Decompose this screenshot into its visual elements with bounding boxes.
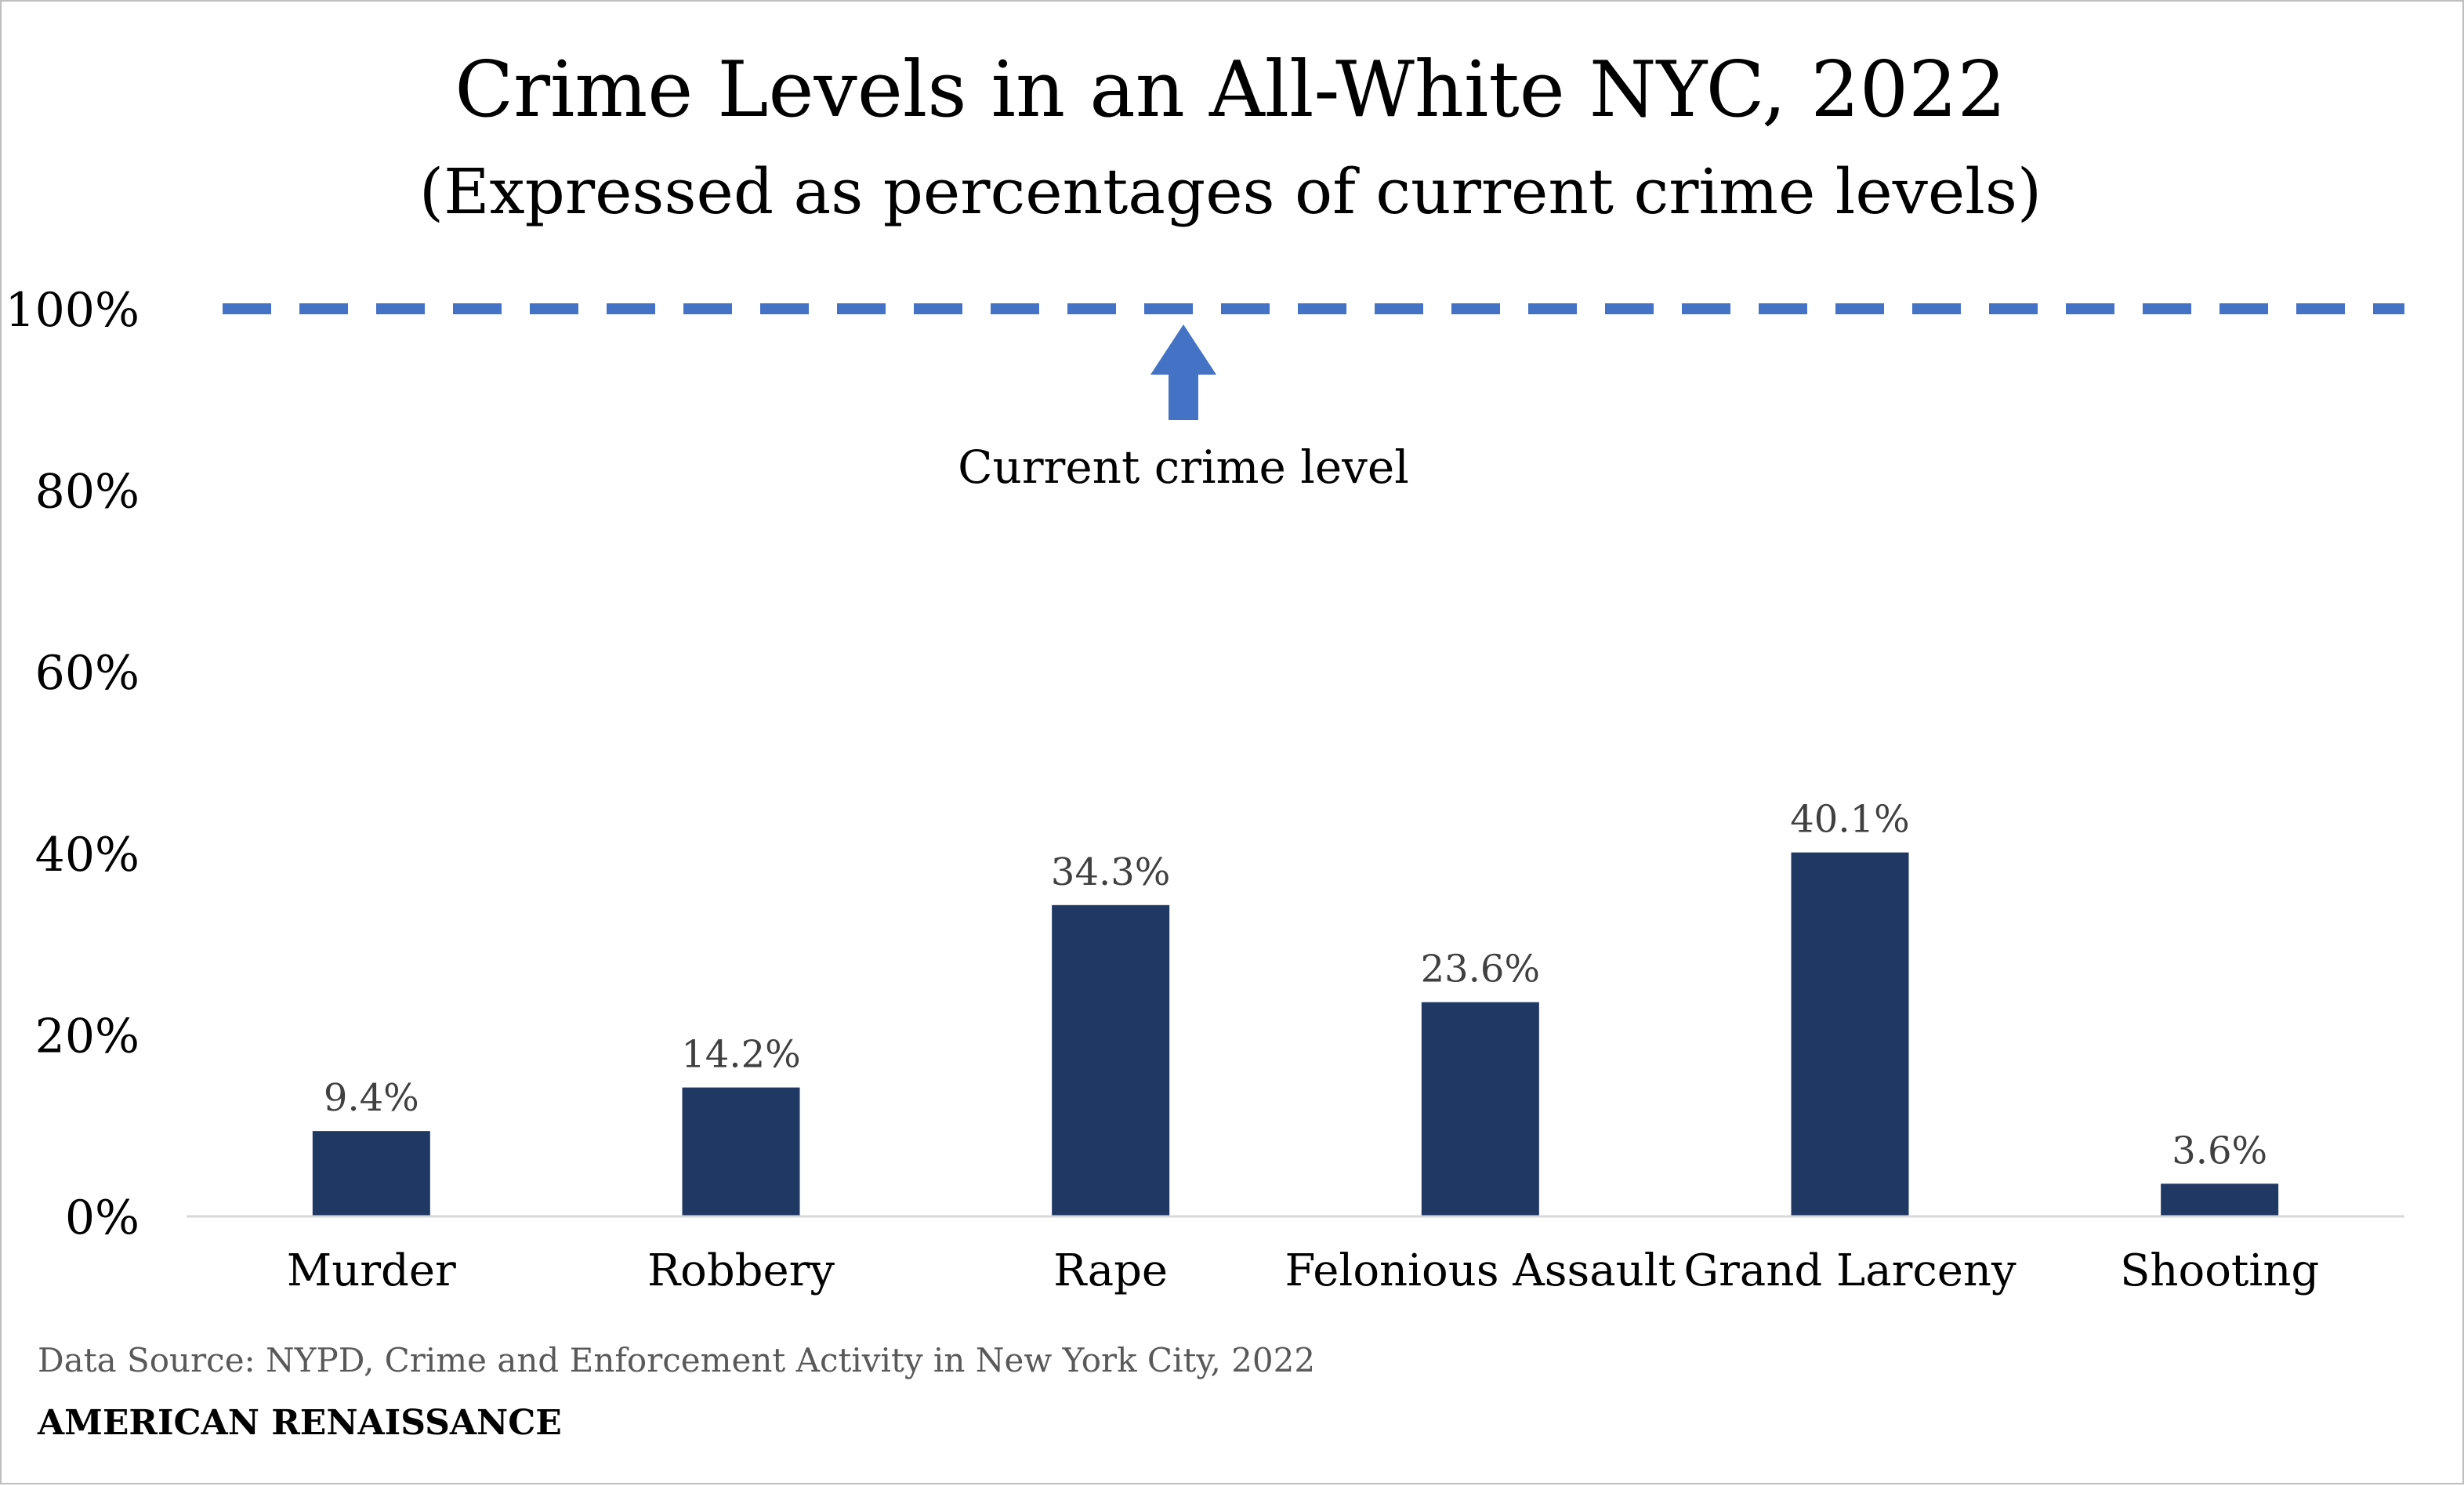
x-tick-label: Robbery <box>647 1245 835 1296</box>
data-label: 34.3% <box>1051 850 1170 894</box>
y-axis-ticks: 0% 20% 40% 60% 80% 100% <box>5 283 140 1245</box>
brand-name: AMERICAN RENAISSANCE <box>37 1403 562 1443</box>
bar <box>682 1087 800 1216</box>
y-tick-label: 80% <box>35 465 140 520</box>
bars <box>312 852 2279 1216</box>
data-label: 40.1% <box>1790 798 1909 842</box>
bar <box>2161 1183 2279 1216</box>
chart-title: Crime Levels in an All-White NYC, 2022 <box>455 45 2006 135</box>
bar <box>312 1131 430 1216</box>
data-label: 3.6% <box>2172 1129 2267 1172</box>
chart-subtitle: (Expressed as percentages of current cri… <box>419 155 2042 228</box>
data-source-note: Data Source: NYPD, Crime and Enforcement… <box>38 1341 1315 1379</box>
y-tick-label: 0% <box>65 1191 140 1245</box>
data-label: 14.2% <box>681 1033 800 1077</box>
x-tick-label: Grand Larceny <box>1683 1245 2016 1296</box>
bar <box>1421 1002 1539 1216</box>
y-tick-label: 100% <box>5 283 140 338</box>
x-tick-label: Felonious Assault <box>1285 1245 1676 1296</box>
bar <box>1791 852 1909 1216</box>
reference-annotation: Current crime level <box>958 440 1409 494</box>
bar <box>1052 904 1170 1216</box>
x-tick-label: Shooting <box>2120 1245 2319 1296</box>
data-label: 23.6% <box>1421 948 1540 991</box>
y-tick-label: 20% <box>35 1009 140 1064</box>
up-arrow-icon <box>1150 324 1216 420</box>
data-label: 9.4% <box>324 1076 419 1120</box>
x-axis-ticks: Murder Robbery Rape Felonious Assault Grand … <box>287 1245 2319 1296</box>
x-tick-label: Rape <box>1053 1245 1168 1296</box>
reference-line-group: Current crime level <box>223 303 2404 494</box>
y-tick-label: 60% <box>35 646 140 701</box>
data-labels: 9.4% 14.2% 34.3% 23.6% 40.1% 3.6% <box>324 798 2267 1173</box>
x-tick-label: Murder <box>287 1245 456 1296</box>
y-tick-label: 40% <box>35 828 140 883</box>
